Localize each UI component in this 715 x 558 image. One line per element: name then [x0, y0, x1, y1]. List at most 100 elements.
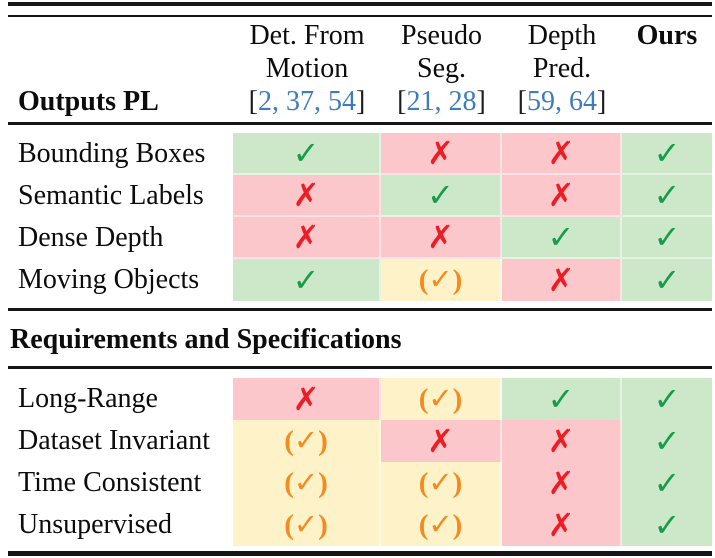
- status-cell: ✗: [233, 378, 381, 420]
- cite-refs[interactable]: 21, 28: [406, 86, 477, 117]
- status-mark: ✗: [292, 219, 320, 255]
- status-cell: ✓: [622, 259, 712, 301]
- spacer: [0, 301, 715, 308]
- row-label: Semantic Labels: [18, 180, 204, 211]
- status-mark: ✓: [653, 507, 681, 543]
- section-heading: Requirements and Specifications: [10, 324, 402, 355]
- status-cell: ✓: [622, 420, 712, 462]
- top-rule-thin: [8, 15, 712, 17]
- status-mark: ✗: [292, 381, 320, 417]
- status-cell: ✗: [381, 420, 502, 462]
- status-cell: ✓: [233, 133, 381, 175]
- status-cell: (✓): [381, 259, 502, 301]
- status-cell: ✓: [381, 175, 502, 217]
- header-col-depth-pred-line1: Depth: [527, 20, 597, 51]
- status-cell: (✓): [381, 504, 502, 546]
- status-mark: ✗: [547, 423, 575, 459]
- status-cell: ✓: [622, 217, 712, 259]
- status-mark: ✓: [547, 381, 575, 417]
- status-mark: ✗: [547, 507, 575, 543]
- cite-refs[interactable]: 2, 37, 54: [258, 86, 356, 117]
- row-label: Moving Objects: [18, 264, 200, 295]
- status-cell: ✓: [622, 462, 712, 504]
- cite-bracket-close: ]: [476, 86, 486, 117]
- status-cell: ✗: [502, 504, 622, 546]
- header-col-pseudo-seg-line1: Pseudo: [401, 20, 482, 51]
- status-mark: (✓): [284, 508, 328, 541]
- row-label: Bounding Boxes: [18, 138, 206, 169]
- header-col-ours: Ours: [636, 20, 698, 51]
- status-cell: ✓: [502, 378, 622, 420]
- status-mark: (✓): [284, 424, 328, 457]
- status-mark: ✓: [653, 381, 681, 417]
- outputs-section: Bounding Boxes ✓ ✗ ✗ ✓ Semantic Labels ✗…: [8, 133, 712, 301]
- status-cell: (✓): [381, 462, 502, 504]
- header-rule: [8, 122, 712, 125]
- header-col-depth-pred-line2: Pred.: [532, 53, 592, 84]
- top-rule-thick: [8, 2, 712, 6]
- status-mark: (✓): [418, 382, 463, 415]
- table-row-long-range: Long-Range ✗ (✓) ✓ ✓: [8, 378, 712, 420]
- citation-group[interactable]: [2, 37, 54]: [233, 85, 381, 118]
- status-mark: ✗: [427, 135, 454, 171]
- status-cell: ✗: [502, 175, 622, 217]
- cite-bracket-close: ]: [597, 86, 607, 117]
- status-mark: ✓: [427, 177, 454, 213]
- status-mark: ✓: [653, 135, 681, 171]
- status-cell: (✓): [233, 462, 381, 504]
- status-cell: ✗: [381, 133, 502, 175]
- status-mark: ✗: [547, 262, 575, 298]
- status-cell: ✗: [502, 133, 622, 175]
- status-cell: ✗: [502, 462, 622, 504]
- section-divider-rule: [8, 366, 712, 369]
- header-col-pseudo-seg-line2: Seg.: [417, 53, 466, 84]
- status-cell: ✓: [502, 217, 622, 259]
- cite-bracket-close: ]: [356, 86, 366, 117]
- status-cell: ✓: [622, 378, 712, 420]
- status-mark: ✗: [547, 135, 575, 171]
- status-mark: ✗: [427, 423, 454, 459]
- status-mark: (✓): [418, 508, 463, 541]
- status-mark: ✓: [653, 262, 681, 298]
- header-row-label: Outputs PL: [18, 86, 159, 117]
- table-header: Outputs PL Det. From Motion [2, 37, 54] …: [8, 17, 712, 122]
- status-cell: ✗: [381, 217, 502, 259]
- status-mark: (✓): [418, 466, 463, 499]
- table-row-moving-objects: Moving Objects ✓ (✓) ✗ ✓: [8, 259, 712, 301]
- status-mark: (✓): [284, 466, 328, 499]
- status-cell: ✗: [233, 175, 381, 217]
- status-cell: (✓): [233, 420, 381, 462]
- table-row-semantic-labels: Semantic Labels ✗ ✓ ✗ ✓: [8, 175, 712, 217]
- status-mark: ✓: [653, 465, 681, 501]
- cite-bracket-open: [: [248, 86, 258, 117]
- status-cell: ✓: [233, 259, 381, 301]
- spacer: [0, 6, 715, 15]
- table-row-unsupervised: Unsupervised (✓) (✓) ✗ ✓: [8, 504, 712, 546]
- table-row-time-consistent: Time Consistent (✓) (✓) ✗ ✓: [8, 462, 712, 504]
- citation-group[interactable]: [59, 64]: [502, 85, 622, 118]
- row-label: Long-Range: [18, 383, 158, 414]
- status-mark: ✓: [292, 262, 320, 298]
- header-col-det-from-motion-line2: Motion: [265, 53, 349, 84]
- bottom-rule: [8, 551, 712, 556]
- status-cell: ✓: [622, 133, 712, 175]
- spacer: [0, 369, 715, 378]
- status-cell: ✗: [502, 259, 622, 301]
- citation-group[interactable]: [21, 28]: [381, 85, 502, 118]
- table-row-dataset-invariant: Dataset Invariant (✓) ✗ ✗ ✓: [8, 420, 712, 462]
- section-divider-rule: [8, 308, 712, 311]
- status-mark: ✗: [292, 177, 320, 213]
- status-mark: ✗: [547, 177, 575, 213]
- status-mark: ✓: [653, 423, 681, 459]
- status-mark: ✓: [653, 219, 681, 255]
- status-mark: ✓: [292, 135, 320, 171]
- status-cell: ✗: [502, 420, 622, 462]
- status-cell: (✓): [381, 378, 502, 420]
- cite-refs[interactable]: 59, 64: [527, 86, 597, 117]
- table-row-dense-depth: Dense Depth ✗ ✗ ✓ ✓: [8, 217, 712, 259]
- header-col-det-from-motion-line1: Det. From: [249, 20, 365, 51]
- requirements-section: Long-Range ✗ (✓) ✓ ✓ Dataset Invariant (…: [8, 378, 712, 546]
- status-mark: (✓): [418, 263, 463, 296]
- status-cell: ✗: [233, 217, 381, 259]
